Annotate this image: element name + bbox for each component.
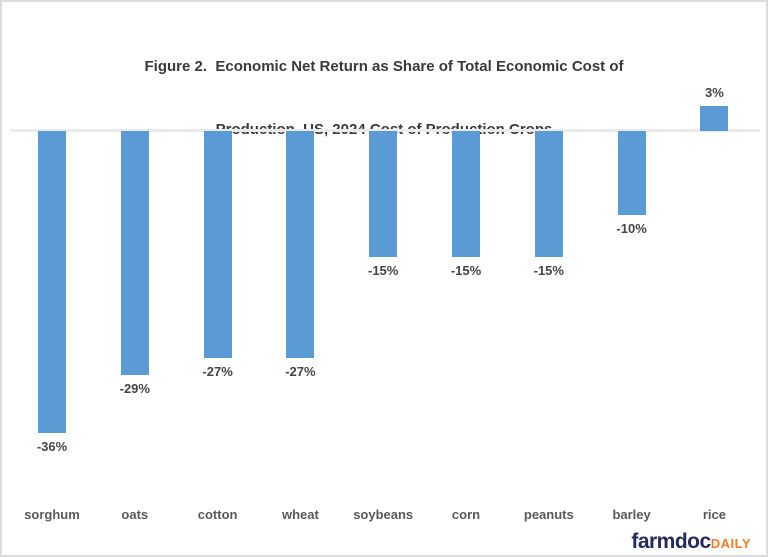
bar-oats: [120, 131, 149, 375]
category-label-barley: barley: [612, 507, 651, 522]
bar-corn: [452, 131, 480, 257]
category-label-rice: rice: [702, 507, 726, 522]
bar-barley: [617, 131, 646, 215]
category-label-peanuts: peanuts: [523, 507, 574, 522]
data-label-oats: -29%: [119, 380, 150, 396]
data-label-cotton: -27%: [202, 363, 233, 379]
category-label-oats: oats: [121, 507, 149, 522]
data-label-soybeans: -15%: [368, 263, 399, 278]
category-label-sorghum: sorghum: [24, 507, 80, 522]
zero-axis-line: [10, 129, 760, 132]
data-label-wheat: -27%: [285, 363, 316, 379]
logo-farmdoc-text: farmdoc: [631, 530, 711, 553]
data-label-peanuts: -15%: [533, 263, 564, 278]
bar-rice: [700, 105, 729, 131]
bar-wheat: [286, 131, 315, 358]
bar-peanuts: [534, 131, 563, 257]
data-label-barley: -10%: [616, 221, 647, 236]
logo-daily-text: DAILY: [710, 536, 751, 551]
farmdoc-daily-logo: farmdocDAILY: [631, 530, 751, 554]
data-label-sorghum: -36%: [36, 439, 68, 455]
category-label-soybeans: soybeans: [353, 507, 414, 522]
category-label-wheat: wheat: [281, 507, 319, 522]
category-label-cotton: cotton: [197, 507, 238, 522]
data-label-corn: -15%: [450, 263, 482, 278]
category-label-corn: corn: [451, 507, 481, 522]
chart-title-line-1: Figure 2. Economic Net Return as Share o…: [144, 58, 624, 75]
bar-sorghum: [38, 131, 66, 434]
data-label-rice: 3%: [704, 84, 724, 100]
bar-soybeans: [369, 131, 398, 257]
bar-cotton: [203, 131, 232, 358]
